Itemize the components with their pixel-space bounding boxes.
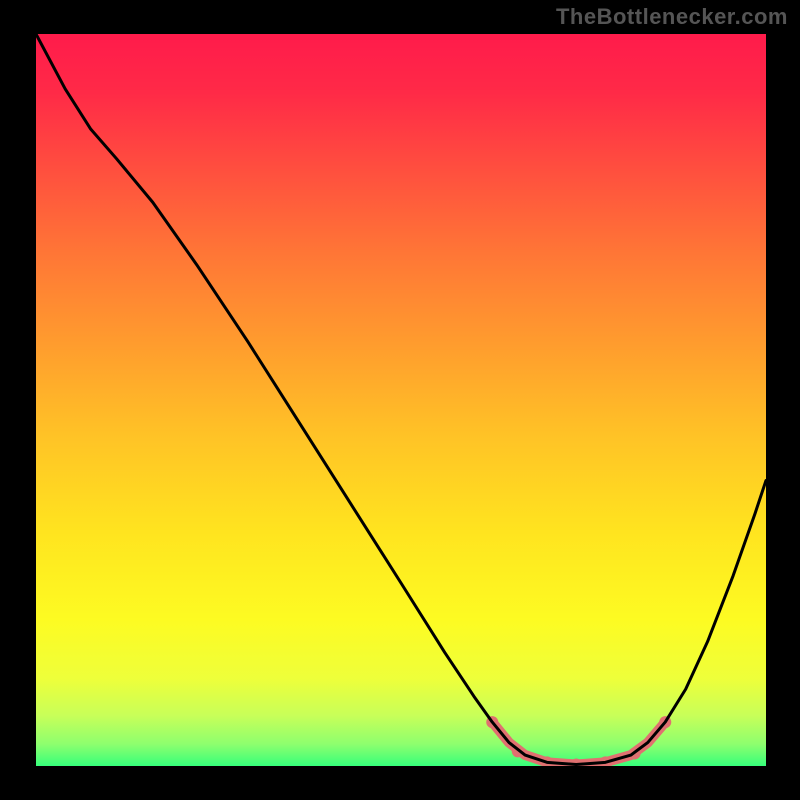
chart-curves xyxy=(36,34,766,766)
chart-plot-area xyxy=(36,34,766,766)
highlight-curve xyxy=(492,722,665,764)
main-curve xyxy=(36,34,766,765)
watermark-text: TheBottlenecker.com xyxy=(556,4,788,30)
